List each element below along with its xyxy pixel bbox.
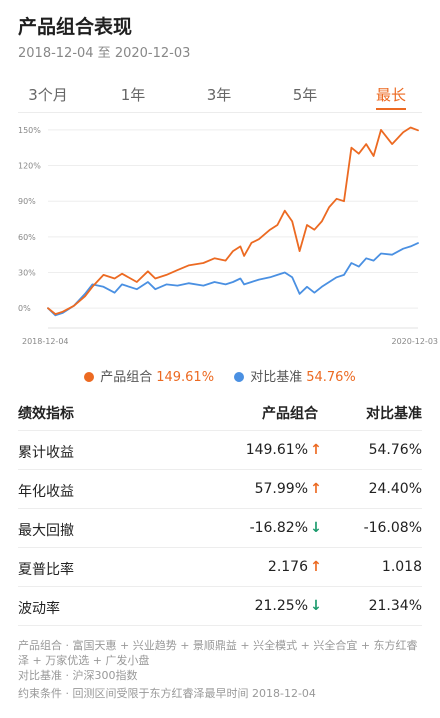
footer-portfolio: 产品组合 · 富国天惠 + 兴业趋势 + 景顺鼎益 + 兴全模式 + 兴全合宜 … bbox=[18, 639, 418, 667]
metric-label: 累计收益 bbox=[18, 445, 74, 461]
x-tick-label-start: 2018-12-04 bbox=[22, 337, 69, 346]
legend-item-product[interactable]: 产品组合 149.61% bbox=[84, 366, 214, 385]
legend-item-benchmark[interactable]: 对比基准 54.76% bbox=[234, 366, 356, 385]
arrow-down-icon: ↓ bbox=[310, 598, 322, 614]
legend-label-benchmark: 对比基准 bbox=[250, 370, 303, 385]
benchmark-value: 1.018 bbox=[381, 559, 422, 575]
tab-5-years[interactable]: 5年 bbox=[292, 86, 318, 104]
product-value-text: 2.176 bbox=[267, 559, 308, 575]
product-value: 57.99% ↑ bbox=[255, 481, 322, 497]
x-tick-label-end: 2020-12-03 bbox=[392, 337, 439, 346]
performance-chart: 150% 120% 90% 60% 30% 0% 2018-12-04 2020-12-03 bbox=[18, 126, 439, 346]
product-value-text: 21.25% bbox=[254, 598, 308, 614]
table-header: 绩效指标 产品组合 对比基准 bbox=[18, 392, 422, 431]
legend-dot-product bbox=[84, 372, 95, 382]
y-tick-label: 150% bbox=[18, 126, 41, 135]
product-series-line bbox=[47, 126, 419, 316]
tab-longest[interactable]: 最长 bbox=[375, 86, 407, 104]
product-value: 2.176 ↑ bbox=[268, 559, 322, 575]
tab-3-years[interactable]: 3年 bbox=[206, 86, 232, 104]
chart-legend: 产品组合 149.61% 对比基准 54.76% bbox=[0, 366, 440, 385]
table-row: 累计收益 149.61% ↑ 54.76% bbox=[18, 431, 422, 470]
header-product: 产品组合 bbox=[262, 406, 318, 422]
header-benchmark: 对比基准 bbox=[366, 406, 422, 422]
table-row: 夏普比率 2.176 ↑ 1.018 bbox=[18, 548, 422, 587]
benchmark-value: 54.76% bbox=[368, 442, 422, 458]
metric-label: 年化收益 bbox=[18, 484, 74, 500]
y-tick-label: 60% bbox=[18, 233, 36, 242]
tab-3-months[interactable]: 3个月 bbox=[28, 86, 68, 104]
page-title: 产品组合表现 bbox=[18, 16, 133, 38]
footer-constraint: 约束条件 · 回测区间受限于东方红睿泽最早时间 2018-12-04 bbox=[18, 687, 316, 700]
arrow-up-icon: ↑ bbox=[310, 559, 322, 575]
metric-label: 波动率 bbox=[18, 601, 60, 617]
table-row: 波动率 21.25% ↓ 21.34% bbox=[18, 587, 422, 626]
y-tick-label: 30% bbox=[18, 269, 36, 278]
product-value: 21.25% ↓ bbox=[255, 598, 322, 614]
metric-label: 夏普比率 bbox=[18, 562, 74, 578]
product-value-text: -16.82% bbox=[249, 520, 308, 536]
arrow-up-icon: ↑ bbox=[310, 442, 322, 458]
active-tab-indicator bbox=[376, 108, 406, 110]
footer-benchmark: 对比基准 · 沪深300指数 bbox=[18, 669, 138, 682]
y-tick-label: 120% bbox=[18, 162, 41, 171]
date-range: 2018-12-04 至 2020-12-03 bbox=[18, 46, 191, 61]
tabs-divider bbox=[18, 112, 422, 113]
header-metric: 绩效指标 bbox=[18, 406, 74, 422]
legend-dot-benchmark bbox=[234, 372, 245, 382]
table-row: 最大回撤 -16.82% ↓ -16.08% bbox=[18, 509, 422, 548]
y-tick-label: 0% bbox=[18, 304, 31, 313]
product-value-text: 149.61% bbox=[245, 442, 308, 458]
y-tick-label: 90% bbox=[18, 197, 36, 206]
arrow-down-icon: ↓ bbox=[310, 520, 322, 536]
legend-value-benchmark: 54.76% bbox=[306, 370, 356, 385]
table-row: 年化收益 57.99% ↑ 24.40% bbox=[18, 470, 422, 509]
metric-label: 最大回撤 bbox=[18, 523, 74, 539]
benchmark-value: -16.08% bbox=[363, 520, 422, 536]
legend-label-product: 产品组合 bbox=[100, 370, 153, 385]
legend-value-product: 149.61% bbox=[156, 370, 215, 385]
benchmark-series-line bbox=[47, 242, 419, 317]
tab-1-year[interactable]: 1年 bbox=[120, 86, 146, 104]
benchmark-value: 24.40% bbox=[368, 481, 422, 497]
product-value: -16.82% ↓ bbox=[250, 520, 322, 536]
benchmark-value: 21.34% bbox=[368, 598, 422, 614]
period-tabs: 3个月 1年 3年 5年 最长 bbox=[0, 84, 440, 110]
product-value-text: 57.99% bbox=[254, 481, 308, 497]
product-value: 149.61% ↑ bbox=[246, 442, 322, 458]
performance-table: 绩效指标 产品组合 对比基准 累计收益 149.61% ↑ 54.76% 年化收益… bbox=[18, 392, 422, 626]
arrow-up-icon: ↑ bbox=[310, 481, 322, 497]
